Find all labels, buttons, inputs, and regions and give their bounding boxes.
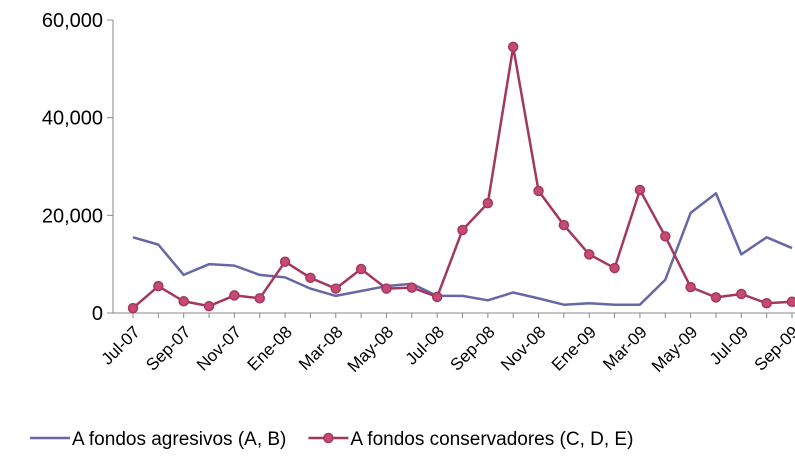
y-tick-label: 40,000 [42,108,103,130]
x-tick-label: Ene-09 [548,322,600,374]
x-tick-label: Sep-07 [142,322,194,374]
x-tick-label: Sep-09 [751,322,795,374]
legend-label: A fondos agresivos (A, B) [72,429,286,450]
legend-marker [323,432,334,444]
data-point [786,296,795,308]
series-line [132,192,793,306]
data-point [229,290,240,301]
x-tick-label: Mar-09 [599,322,651,374]
x-tick-label: Sep-08 [446,322,498,374]
data-point [660,231,671,242]
data-point [507,41,519,53]
x-tick-label: Nov-07 [193,322,245,374]
data-point [355,263,367,275]
x-tick-label: May-08 [344,322,398,376]
data-point [583,249,595,260]
data-point [482,197,494,209]
x-tick-label: Ene-08 [244,322,296,374]
x-tick-label: Jul-09 [706,322,752,368]
data-point [761,297,772,309]
x-tick-label: May-09 [648,322,702,376]
data-point [153,280,164,292]
data-point [634,184,646,196]
y-tick-label: 20,000 [42,205,103,227]
y-tick-label: 60,000 [42,10,103,32]
data-point [330,283,342,294]
x-tick-label: Jul-07 [98,322,144,368]
legend-label: A fondos conservadores (C, D, E) [350,429,633,450]
data-point [178,296,189,307]
data-point [254,293,265,304]
data-point [609,262,620,274]
data-point [533,185,544,197]
data-point [431,291,443,303]
data-point [381,283,392,294]
x-tick-label: Mar-08 [295,322,347,374]
data-point [279,256,291,267]
data-point [558,219,570,231]
x-tick-label: Jul-08 [402,322,448,368]
data-point [305,272,316,284]
data-point [127,302,139,314]
data-point [710,292,722,303]
data-point [457,224,468,236]
data-point [203,300,215,312]
x-tick-label: Nov-08 [497,322,549,374]
data-point [736,288,747,300]
y-tick-label: 0 [92,303,103,325]
series-line [132,45,793,310]
data-point [406,282,418,293]
data-point [685,281,696,293]
